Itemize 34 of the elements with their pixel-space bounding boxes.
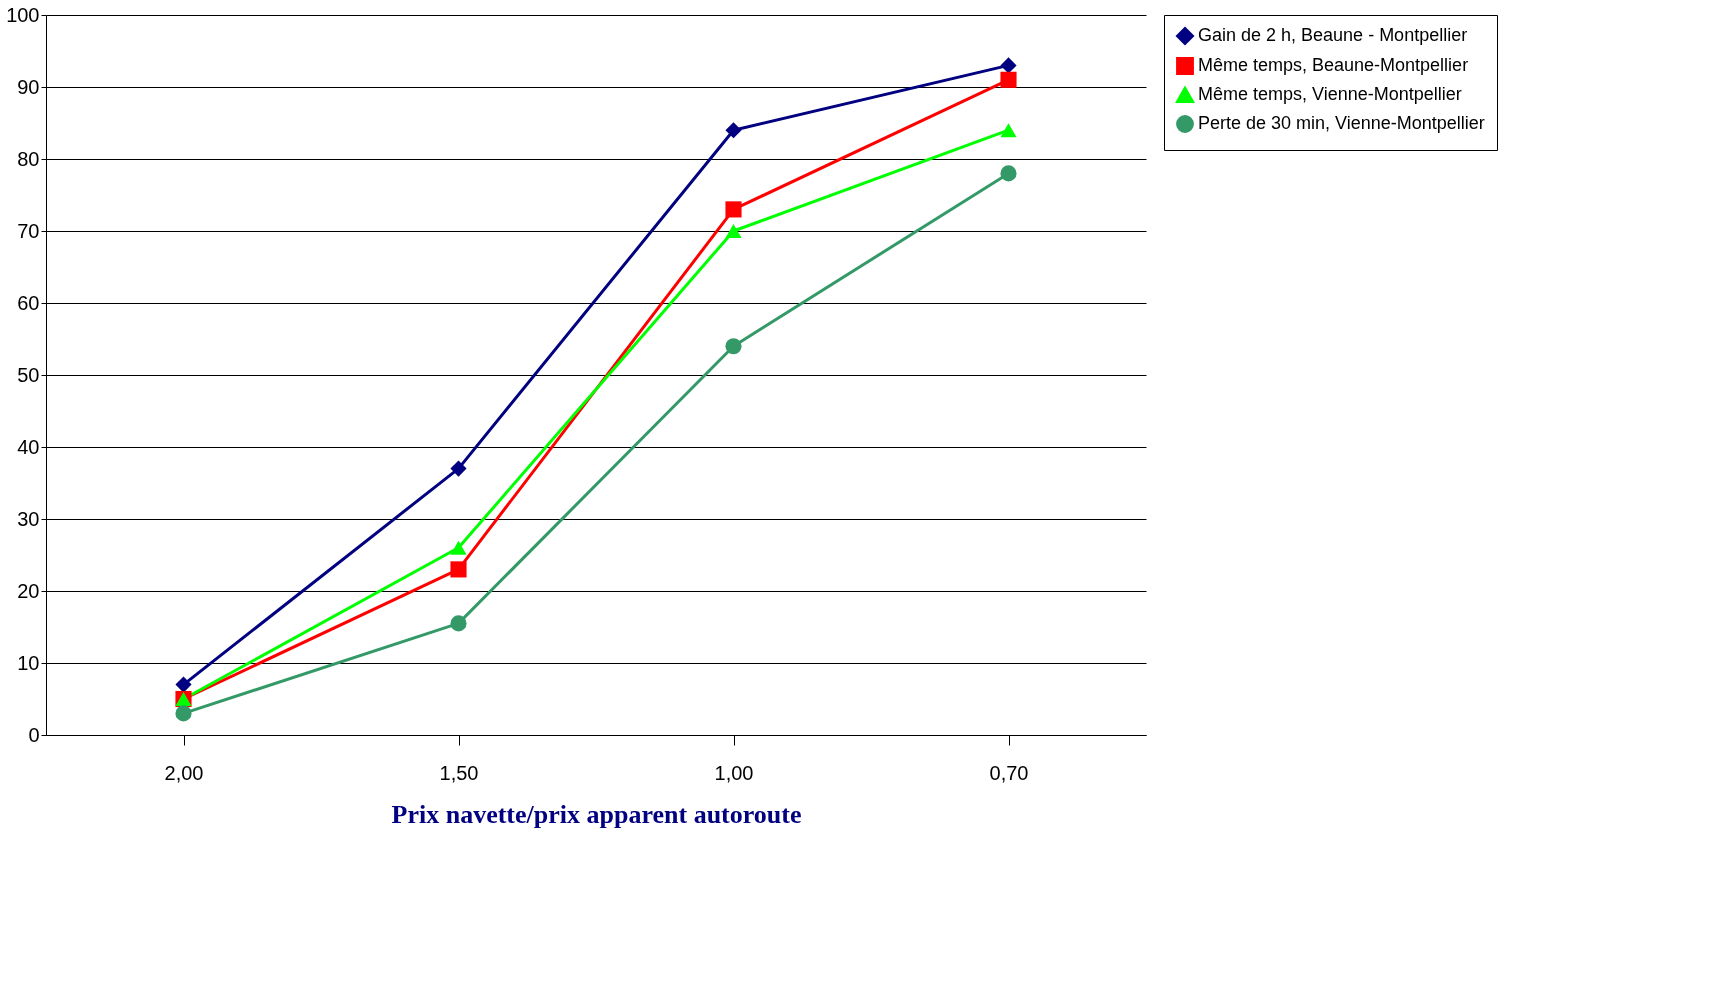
point (175, 676, 192, 693)
point (1000, 165, 1017, 182)
y-tick-label: 0 (28, 723, 40, 746)
legend-label: Gain de 2 h, Beaune - Montpellier (1198, 25, 1468, 45)
point (175, 705, 192, 722)
y-tick-label: 50 (17, 363, 40, 386)
y-tick-label: 30 (17, 507, 40, 530)
x-tick-label: 1,00 (714, 761, 754, 784)
x-tick-label: 2,00 (164, 761, 204, 784)
legend-label: Même temps, Vienne-Montpellier (1198, 84, 1462, 104)
point (1000, 71, 1017, 88)
point (450, 540, 467, 555)
point (725, 201, 742, 218)
x-axis-title: Prix navette/prix apparent autoroute (391, 799, 802, 829)
y-tick-label: 100 (6, 3, 40, 26)
x-tick-label: 0,70 (989, 761, 1029, 784)
point (1000, 123, 1017, 138)
point (450, 615, 467, 632)
legend-label: Perte de 30 min, Vienne-Montpellier (1198, 113, 1485, 133)
point (725, 122, 742, 139)
y-tick-label: 70 (17, 219, 40, 242)
y-tick-label: 80 (17, 147, 40, 170)
y-tick-label: 10 (17, 651, 40, 674)
y-tick-label: 90 (17, 75, 40, 98)
legend-label: Même temps, Beaune-Montpellier (1198, 55, 1469, 75)
point (725, 338, 742, 355)
point (450, 561, 467, 578)
y-tick-label: 40 (17, 435, 40, 458)
point (450, 460, 467, 477)
y-tick-label: 60 (17, 291, 40, 314)
y-tick-label: 20 (17, 579, 40, 602)
point (725, 224, 742, 238)
point (1000, 57, 1017, 74)
x-tick-label: 1,50 (439, 761, 479, 784)
